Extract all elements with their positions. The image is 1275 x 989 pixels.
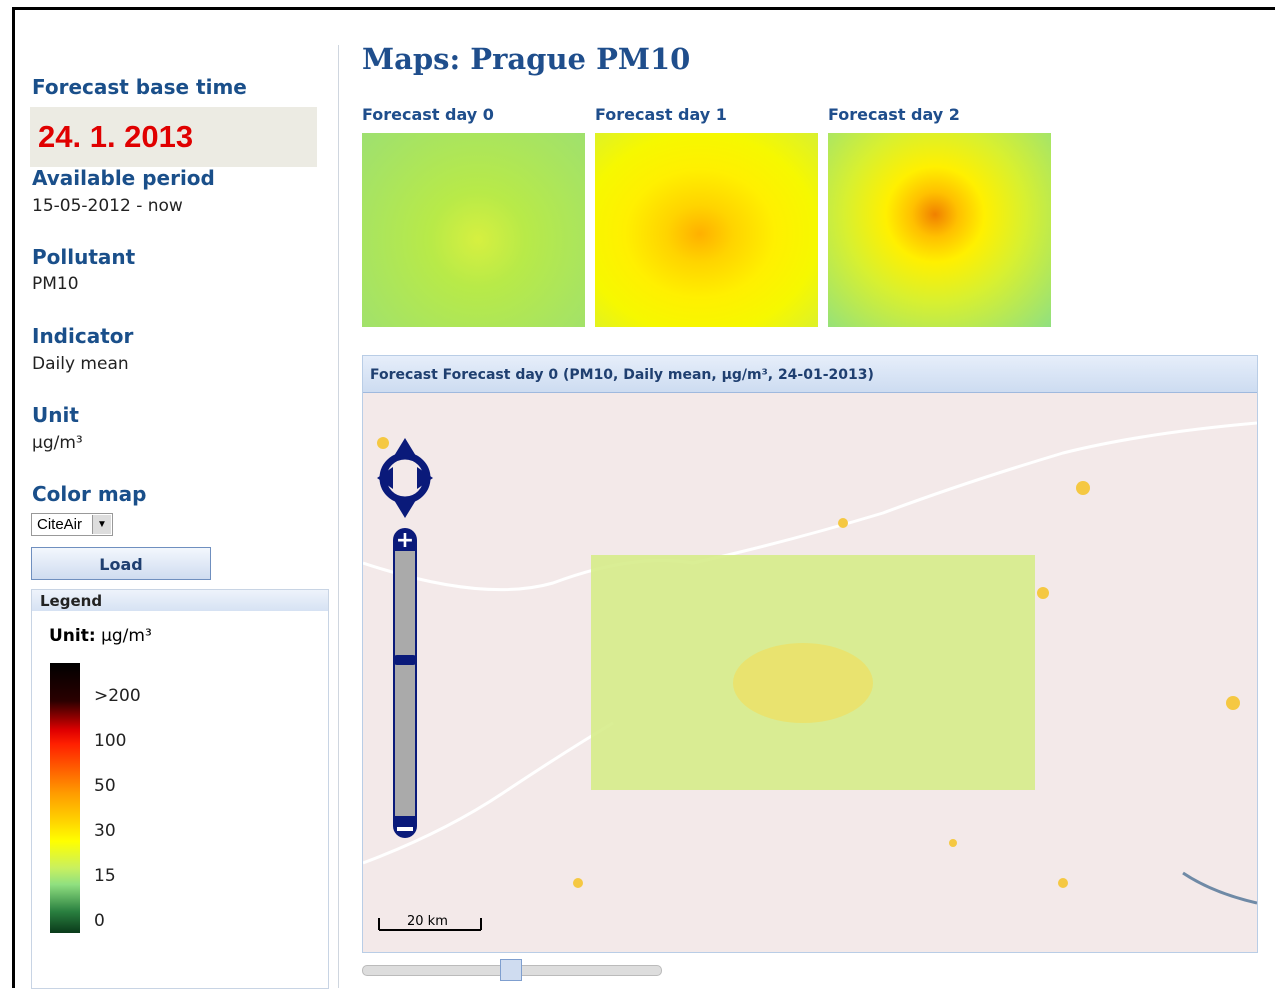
thumb-label: Forecast day 1 — [595, 105, 727, 124]
thumb-label: Forecast day 0 — [362, 105, 494, 124]
legend-label: 15 — [94, 866, 116, 886]
legend-unit: Unit: µg/m³ — [49, 626, 152, 646]
border-line — [363, 721, 614, 865]
value: 15-05-2012 - now — [32, 196, 183, 216]
zoom-slider[interactable] — [393, 655, 417, 665]
border-line — [363, 421, 1257, 592]
river — [1182, 871, 1257, 905]
legend-panel: Legend Unit: µg/m³ >200 100 50 30 15 0 — [31, 589, 329, 989]
zoom-track — [395, 551, 415, 816]
thumbnail[interactable] — [362, 133, 585, 327]
scale-label: 20 km — [407, 914, 448, 929]
label: Forecast base time — [32, 75, 247, 99]
thumb-label: Forecast day 2 — [828, 105, 960, 124]
label: Available period — [32, 166, 215, 190]
time-slider-thumb[interactable] — [500, 959, 522, 981]
map[interactable]: + 20 km — [363, 393, 1257, 952]
legend-label: 30 — [94, 821, 116, 841]
map-header: Forecast Forecast day 0 (PM10, Daily mea… — [363, 356, 1257, 393]
page-title: Maps: Prague PM10 — [362, 42, 691, 76]
thumbnail[interactable] — [595, 133, 818, 327]
load-button[interactable]: Load — [31, 547, 211, 580]
legend-label: 0 — [94, 911, 105, 931]
label: Pollutant — [32, 245, 136, 269]
select-value: CiteAir — [37, 516, 83, 533]
value: µg/m³ — [32, 433, 83, 453]
map-base: + — [363, 421, 1257, 931]
thumbnail[interactable] — [828, 133, 1051, 327]
label: Indicator — [32, 324, 134, 348]
map-panel: Forecast Forecast day 0 (PM10, Daily mea… — [362, 355, 1258, 953]
legend-label: 100 — [94, 731, 127, 751]
legend-label: >200 — [94, 686, 141, 706]
pan-control[interactable] — [377, 438, 433, 518]
city-area — [733, 643, 873, 723]
label: Unit — [32, 403, 79, 427]
zoom-out[interactable] — [397, 827, 413, 831]
color-bar — [50, 663, 80, 933]
label: Color map — [32, 482, 147, 506]
legend-label: 50 — [94, 776, 116, 796]
legend-unit-label: Unit: — [49, 626, 96, 646]
base-date: 24. 1. 2013 — [30, 107, 317, 167]
separator — [338, 45, 339, 988]
dropdown-arrow[interactable]: ▼ — [92, 515, 111, 534]
legend-header: Legend — [32, 590, 328, 611]
towns — [377, 437, 1240, 888]
value: PM10 — [32, 274, 79, 294]
frame — [12, 7, 1275, 988]
value: Daily mean — [32, 354, 129, 374]
zoom-in[interactable]: + — [396, 528, 414, 553]
legend-unit-value: µg/m³ — [101, 626, 152, 646]
color-map-select[interactable]: CiteAir ▼ — [31, 513, 113, 536]
